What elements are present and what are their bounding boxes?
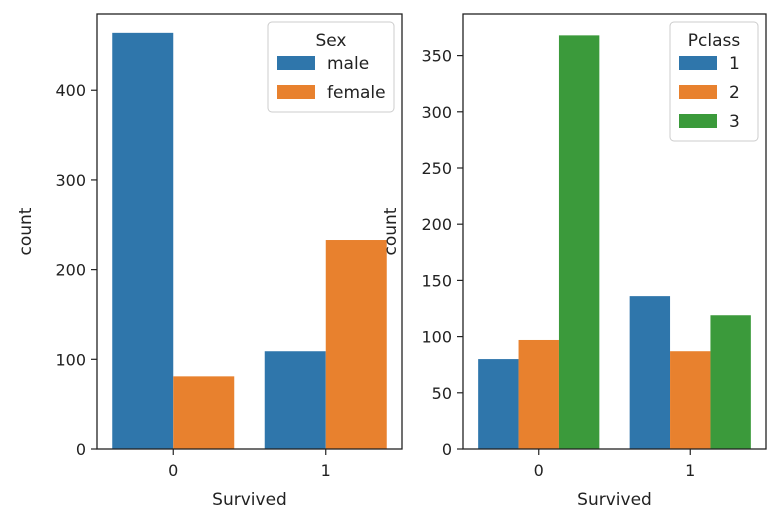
legend-entry-1: 1 <box>729 54 740 74</box>
bar-female-0 <box>173 376 235 449</box>
legend-entry-female: female <box>327 83 386 103</box>
y-tick-label: 0 <box>442 440 452 459</box>
y-tick-label: 0 <box>76 440 86 459</box>
y-axis-label: count <box>16 207 36 255</box>
y-tick-label: 300 <box>421 103 452 122</box>
legend-swatch-female <box>277 85 315 99</box>
legend-entry-2: 2 <box>729 83 740 103</box>
y-axis-label: count <box>381 207 401 255</box>
y-tick-label: 100 <box>421 328 452 347</box>
x-tick-label: 0 <box>534 461 544 480</box>
legend-swatch-male <box>277 56 315 70</box>
y-tick-label: 200 <box>55 261 86 280</box>
legend-swatch-3 <box>679 114 717 128</box>
x-tick-label: 1 <box>321 461 331 480</box>
legend-title: Pclass <box>688 31 741 51</box>
plot-frame <box>462 13 767 450</box>
legend: Sex male female <box>267 21 395 113</box>
bar-2-1 <box>670 351 711 449</box>
plot-frame <box>96 13 403 450</box>
bar-3-1 <box>710 315 751 449</box>
legend-title: Sex <box>315 31 346 51</box>
bar-1-0 <box>478 359 519 449</box>
bar-female-1 <box>325 240 387 449</box>
legend-entry-3: 3 <box>729 112 740 132</box>
y-tick-label: 350 <box>421 47 452 66</box>
legend: Pclass 1 2 3 <box>669 21 759 142</box>
y-tick-label: 300 <box>55 171 86 190</box>
y-tick-label: 100 <box>55 350 86 369</box>
bar-male-1 <box>264 351 326 449</box>
legend-swatch-2 <box>679 85 717 99</box>
y-tick-label: 150 <box>421 271 452 290</box>
y-tick-label: 400 <box>55 81 86 100</box>
y-tick-label: 200 <box>421 215 452 234</box>
y-tick-label: 50 <box>432 384 452 403</box>
x-tick-label: 1 <box>685 461 695 480</box>
chart-panel-1: 0 100 200 300 400 0 1 Survived count Sex male femal… <box>16 13 403 510</box>
x-axis-label: Survived <box>212 490 287 510</box>
bar-1-1 <box>629 296 671 449</box>
bar-male-0 <box>112 32 174 450</box>
legend-box <box>669 21 759 142</box>
legend-swatch-1 <box>679 56 717 70</box>
x-tick-label: 0 <box>168 461 178 480</box>
legend-entry-male: male <box>327 54 369 74</box>
y-tick-label: 250 <box>421 159 452 178</box>
x-axis-label: Survived <box>577 490 652 510</box>
bar-2-0 <box>518 339 559 449</box>
chart-panel-2: 0 50 100 150 200 250 300 350 0 1 Survived count Pcla… <box>381 13 767 510</box>
bar-3-0 <box>558 35 600 450</box>
